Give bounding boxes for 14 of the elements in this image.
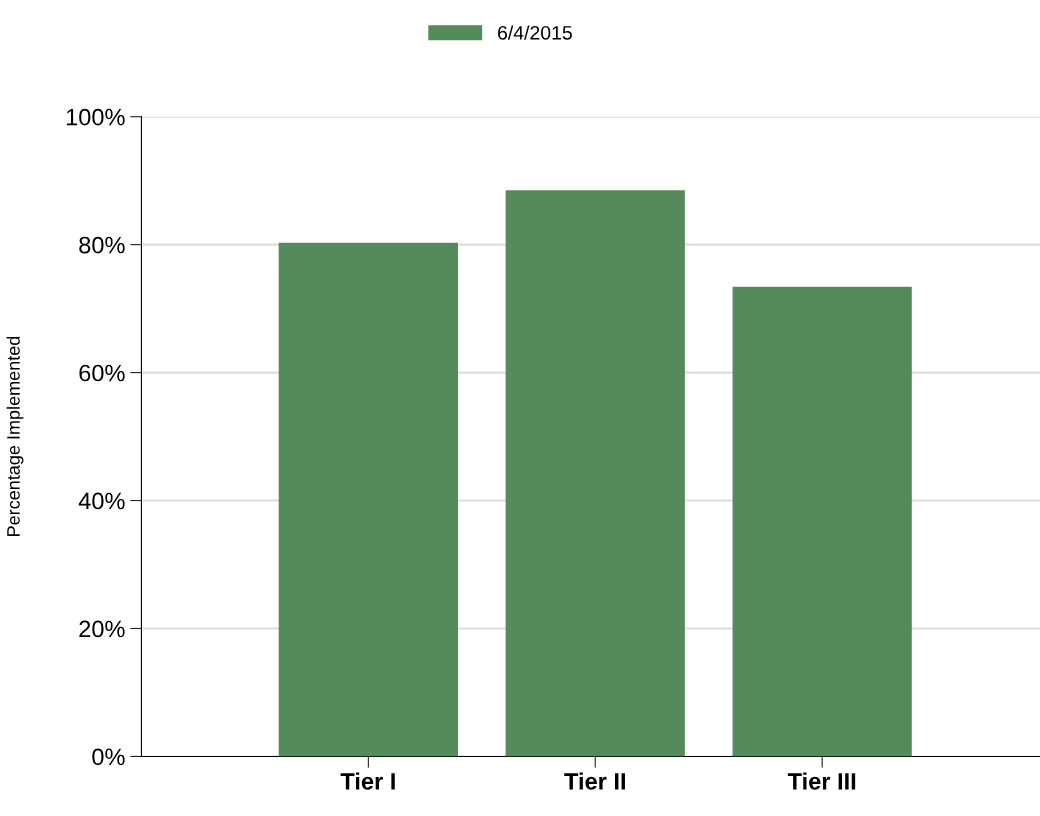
bar [732, 286, 912, 757]
y-tick-label: 0% [92, 748, 125, 766]
y-axis-title: Percentage Implemented [6, 336, 24, 536]
bar [505, 190, 685, 757]
bar [278, 242, 458, 757]
y-tick-label: 100% [66, 108, 125, 126]
x-tick-label: Tier III [787, 772, 856, 790]
x-tick-label: Tier II [564, 772, 625, 790]
y-tick-label: 40% [78, 492, 125, 510]
y-tick-label: 80% [79, 236, 125, 254]
y-tick-label: 60% [79, 364, 125, 382]
y-tick-label: 20% [79, 620, 125, 638]
legend-label: 6/4/2015 [498, 25, 572, 40]
x-tick-label: Tier I [340, 772, 395, 790]
